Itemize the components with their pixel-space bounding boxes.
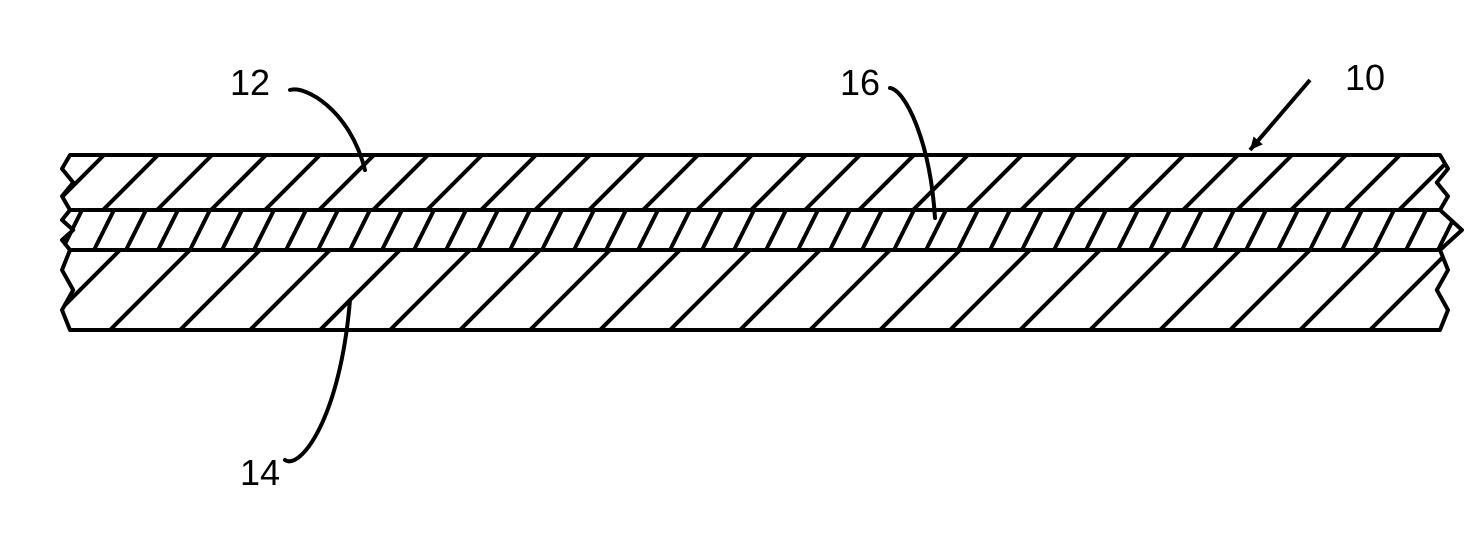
ref-number-14: 14 [240, 452, 280, 493]
ref-number-16: 16 [840, 62, 880, 103]
ref-label-12: 12 [230, 62, 270, 103]
patent-figure: 10 12 16 14 [0, 0, 1483, 536]
ref-number-12: 12 [230, 62, 270, 103]
ref-label-14: 14 [240, 452, 280, 493]
ref-label-16: 16 [840, 62, 880, 103]
ref-number-10: 10 [1345, 57, 1385, 98]
ref-label-10: 10 [1345, 57, 1385, 98]
